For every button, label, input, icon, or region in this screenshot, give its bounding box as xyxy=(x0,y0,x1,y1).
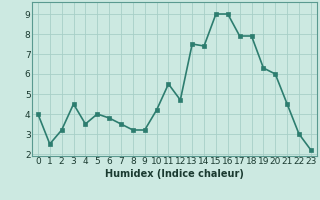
X-axis label: Humidex (Indice chaleur): Humidex (Indice chaleur) xyxy=(105,169,244,179)
